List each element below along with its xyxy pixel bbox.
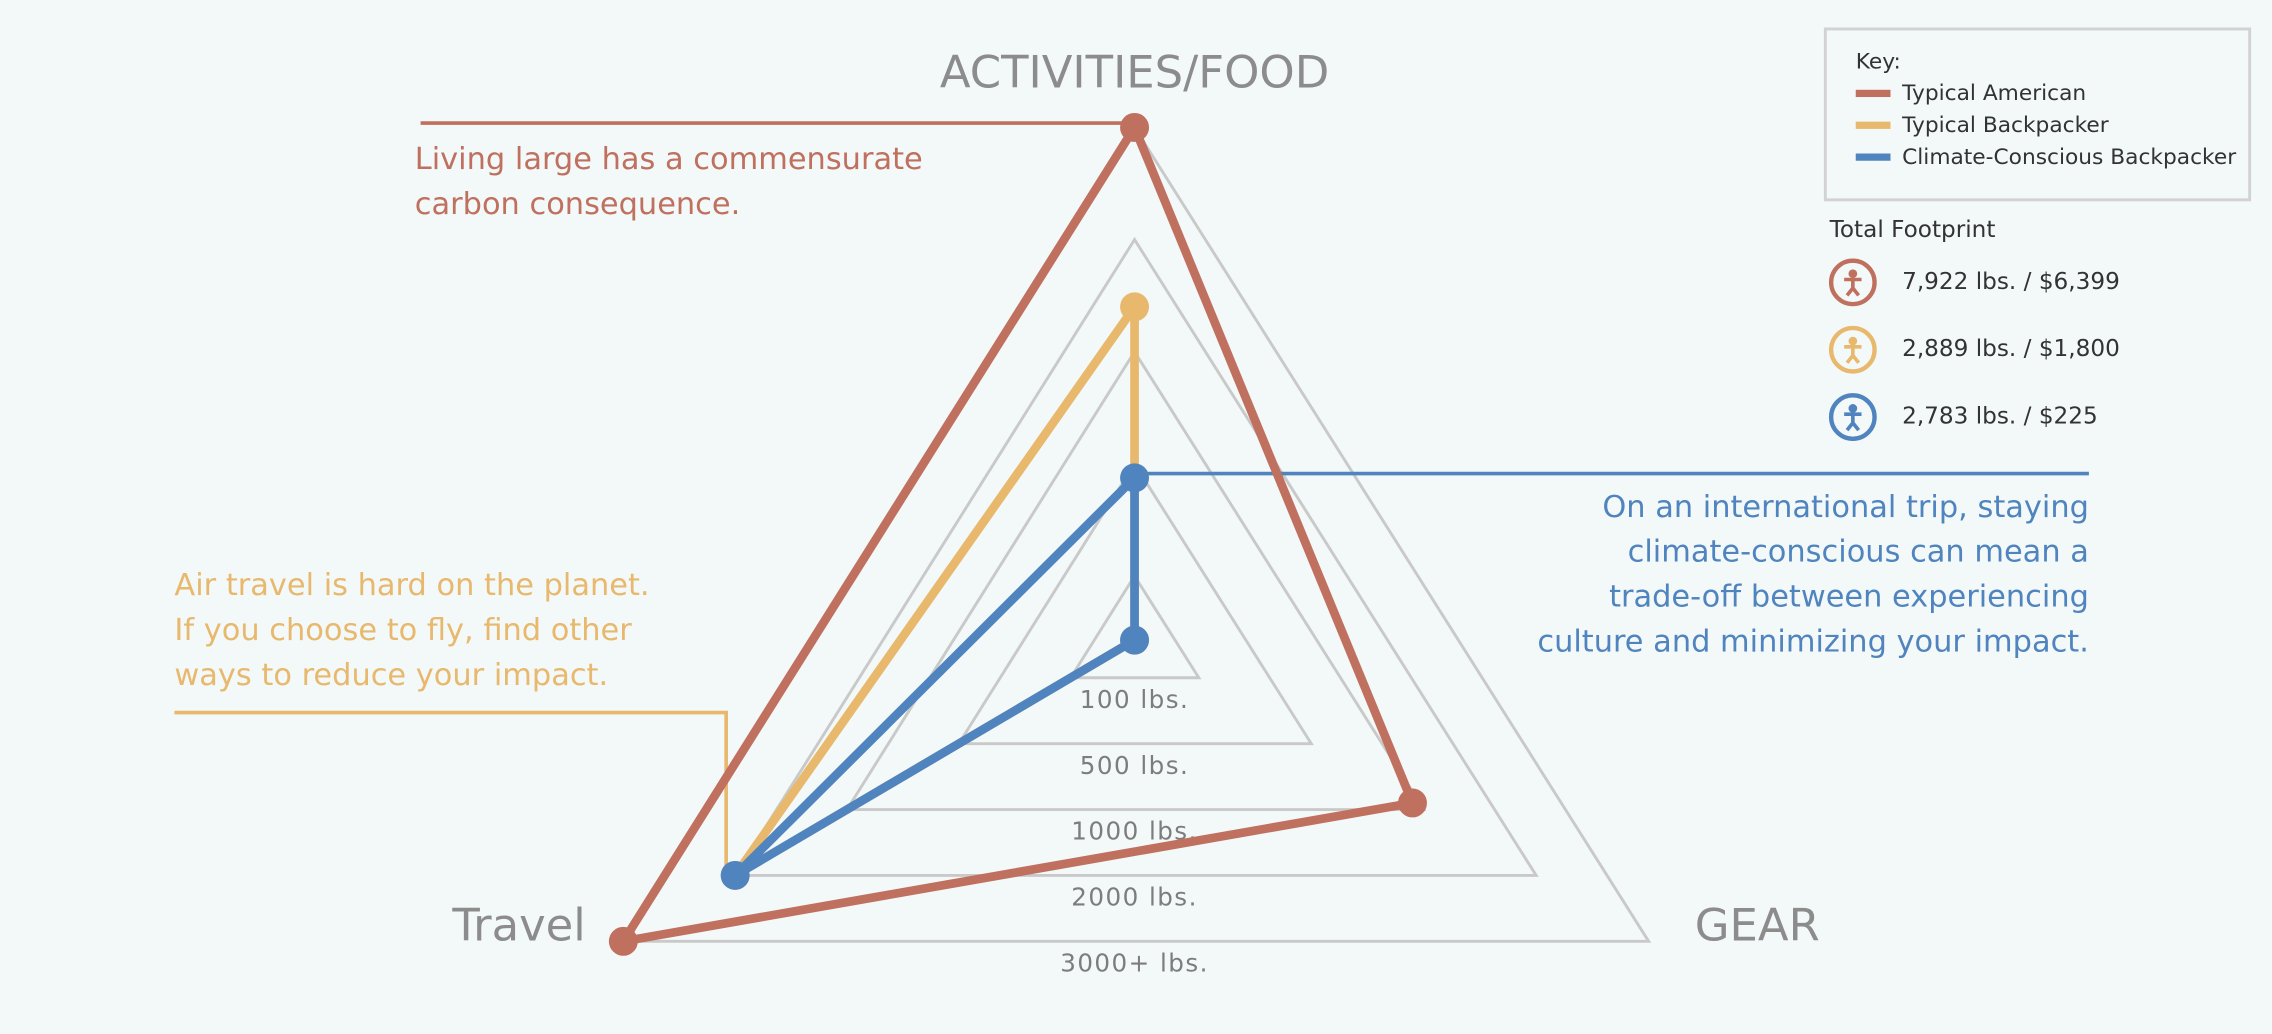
annotation-text: Air travel is hard on the planet. xyxy=(174,568,649,603)
footprint-value: 2,783 lbs. / $225 xyxy=(1902,403,2098,430)
annotation-text: carbon consequence. xyxy=(415,187,740,222)
footprint-value: 2,889 lbs. / $1,800 xyxy=(1902,335,2120,362)
legend-swatch xyxy=(1855,89,1891,98)
annotation-connector xyxy=(174,710,728,874)
icon-ring xyxy=(1828,393,1877,441)
r-tick-label: 500 lbs. xyxy=(1080,751,1189,780)
footprint-icon xyxy=(1828,325,1877,374)
annotation-text: Living large has a commensurate xyxy=(415,142,923,177)
r-tick-label: 2000 lbs. xyxy=(1071,883,1198,912)
annotation-text: culture and minimizing your impact. xyxy=(1537,624,2089,659)
legend-box xyxy=(1823,27,2252,202)
grid-ring xyxy=(1068,573,1202,680)
r-tick-label: 3000+ lbs. xyxy=(1060,948,1209,977)
axis-label: ACTIVITIES/FOOD xyxy=(940,45,1329,98)
footprint-title: Total Footprint xyxy=(1829,216,1996,243)
grid-ring xyxy=(956,461,1314,746)
icon-head xyxy=(1848,404,1858,413)
icon-head xyxy=(1848,269,1858,279)
annotation-text: On an international trip, staying xyxy=(1602,490,2089,525)
icon-ring xyxy=(1828,258,1877,307)
icon-ring xyxy=(1828,325,1877,374)
grid-ring xyxy=(844,349,1427,811)
r-tick-label: 100 lbs. xyxy=(1080,685,1189,714)
legend-label: Climate-Conscious Backpacker xyxy=(1902,145,2236,170)
data-point xyxy=(1120,625,1150,655)
footprint-value: 7,922 lbs. / $6,399 xyxy=(1902,268,2120,295)
data-point xyxy=(1120,463,1150,493)
annotation-text: trade-off between experiencing xyxy=(1609,580,2089,615)
legend-title: Key: xyxy=(1856,49,1901,74)
footprint-icon xyxy=(1828,393,1877,441)
data-point xyxy=(720,860,750,890)
data-point xyxy=(1398,788,1427,818)
series-line xyxy=(619,123,1417,946)
annotation-text: climate-conscious can mean a xyxy=(1628,535,2089,570)
series-line xyxy=(730,473,1139,880)
data-point xyxy=(1120,112,1150,142)
footprint-icon xyxy=(1828,258,1877,307)
legend-swatch xyxy=(1855,153,1891,161)
icon-head xyxy=(1848,336,1858,346)
grid-ring xyxy=(732,236,1539,877)
annotation-text: If you choose to fly, find other xyxy=(174,613,632,648)
legend-label: Typical Backpacker xyxy=(1901,113,2109,138)
icon-body xyxy=(1844,277,1862,297)
annotation-text: ways to reduce your impact. xyxy=(174,658,608,693)
data-point xyxy=(608,926,638,956)
legend-swatch xyxy=(1855,121,1891,129)
icon-body xyxy=(1844,412,1862,432)
icon-body xyxy=(1844,345,1862,364)
data-point xyxy=(1120,292,1150,322)
axis-label: Travel xyxy=(451,898,585,951)
axis-label: GEAR xyxy=(1695,898,1820,951)
legend-label: Typical American xyxy=(1901,81,2086,106)
